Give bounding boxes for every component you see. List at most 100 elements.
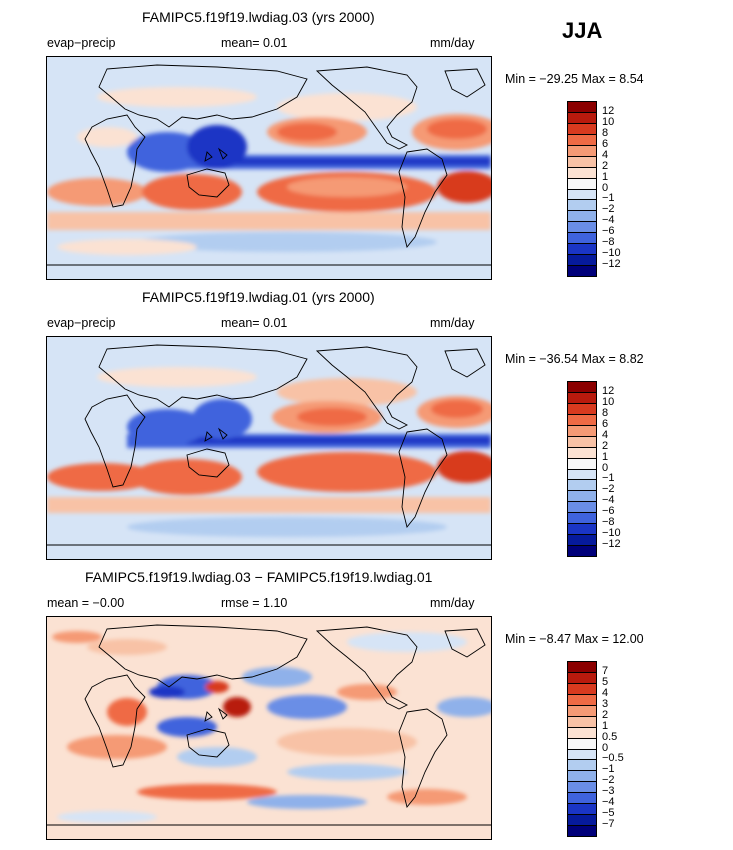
colorbar-tick-label: −0.5 <box>602 752 624 765</box>
season-label: JJA <box>562 18 603 43</box>
colorbar-swatch <box>568 469 596 481</box>
panel1-colorbar <box>567 101 597 277</box>
colorbar-swatch <box>568 134 596 146</box>
colorbar-swatch <box>568 211 596 223</box>
colorbar-tick-label: −2 <box>602 483 615 496</box>
colorbar-swatch <box>568 189 596 201</box>
colorbar-tick-label: −3 <box>602 785 615 797</box>
colorbar-tick-label: 8 <box>602 407 609 420</box>
panel1-mean-label: mean= 0.01 <box>221 36 288 50</box>
colorbar-swatch <box>568 156 596 168</box>
panel1-variable-label: evap−precip <box>47 36 116 50</box>
panel2-variable-label: evap−precip <box>47 316 116 330</box>
colorbar-tick-label: −1 <box>602 763 615 776</box>
colorbar-tick-label: 3 <box>602 698 609 710</box>
panel2-minmax-label: Min = −36.54 Max = 8.82 <box>505 352 644 366</box>
colorbar-swatch <box>568 771 596 783</box>
panel1-units-label: mm/day <box>430 36 475 50</box>
colorbar-tick-label: −4 <box>602 214 615 227</box>
colorbar-swatch <box>568 804 596 816</box>
panel2-map <box>46 336 492 560</box>
colorbar-swatch <box>568 513 596 525</box>
colorbar-swatch <box>568 447 596 459</box>
colorbar-swatch <box>568 255 596 267</box>
panel1-map <box>46 56 492 280</box>
colorbar-tick-label: −4 <box>602 795 615 808</box>
colorbar-tick-label: 8 <box>602 127 609 140</box>
colorbar-tick-label: 4 <box>602 687 609 700</box>
panel3-colorbar <box>567 661 597 837</box>
colorbar-swatch <box>568 502 596 514</box>
colorbar-swatch <box>568 403 596 415</box>
colorbar-swatch <box>568 244 596 256</box>
colorbar-tick-label: 1 <box>602 450 609 463</box>
colorbar-tick-label: −6 <box>602 225 615 237</box>
colorbar-tick-label: 0 <box>602 181 609 194</box>
panel3-mean-label: mean = −0.00 <box>47 596 125 610</box>
colorbar-swatch <box>568 760 596 772</box>
colorbar-swatch <box>568 782 596 794</box>
panel2-units-label: mm/day <box>430 316 475 330</box>
colorbar-swatch <box>568 392 596 404</box>
colorbar-tick-label: 2 <box>602 439 609 452</box>
colorbar-swatch <box>568 727 596 739</box>
colorbar-tick-label: 6 <box>602 138 609 150</box>
colorbar-tick-label: 2 <box>602 708 609 721</box>
colorbar-swatch <box>568 112 596 124</box>
colorbar-tick-label: 10 <box>602 116 615 129</box>
colorbar-swatch <box>568 683 596 695</box>
colorbar-tick-label: 10 <box>602 396 615 409</box>
colorbar-tick-label: 4 <box>602 148 609 161</box>
colorbar-swatch <box>568 222 596 234</box>
colorbar-tick-label: −12 <box>602 257 621 270</box>
colorbar-tick-label: −7 <box>602 817 615 830</box>
panel3-map <box>46 616 492 840</box>
colorbar-tick-label: 1 <box>602 719 609 732</box>
colorbar-tick-label: −10 <box>602 246 621 259</box>
colorbar-tick-label: −5 <box>602 806 615 819</box>
colorbar-swatch <box>568 815 596 827</box>
panel3-title: FAMIPC5.f19f19.lwdiag.03 − FAMIPC5.f19f1… <box>85 569 433 585</box>
colorbar-tick-label: 0.5 <box>602 730 618 743</box>
panel3-minmax-label: Min = −8.47 Max = 12.00 <box>505 632 644 646</box>
colorbar-swatch <box>568 546 596 556</box>
colorbar-swatch <box>568 102 596 113</box>
colorbar-swatch <box>568 436 596 448</box>
colorbar-swatch <box>568 480 596 492</box>
colorbar-tick-label: −1 <box>602 192 615 205</box>
colorbar-tick-label: 6 <box>602 418 609 430</box>
colorbar-tick-label: 7 <box>602 665 609 678</box>
panel2-colorbar <box>567 381 597 557</box>
colorbar-tick-label: 1 <box>602 170 609 183</box>
colorbar-swatch <box>568 826 596 836</box>
colorbar-tick-label: −1 <box>602 472 615 485</box>
colorbar-tick-label: 2 <box>602 159 609 172</box>
colorbar-swatch <box>568 662 596 673</box>
colorbar-tick-label: 12 <box>602 385 615 398</box>
colorbar-swatch <box>568 200 596 212</box>
colorbar-tick-label: −10 <box>602 526 621 539</box>
panel2-mean-label: mean= 0.01 <box>221 316 288 330</box>
colorbar-swatch <box>568 491 596 503</box>
colorbar-tick-label: −4 <box>602 494 615 507</box>
colorbar-swatch <box>568 178 596 190</box>
panel2-title: FAMIPC5.f19f19.lwdiag.01 (yrs 2000) <box>142 289 375 305</box>
colorbar-swatch <box>568 705 596 717</box>
colorbar-swatch <box>568 233 596 245</box>
colorbar-tick-label: −8 <box>602 235 615 248</box>
colorbar-swatch <box>568 382 596 393</box>
colorbar-tick-label: −2 <box>602 774 615 787</box>
panel3-rmse-label: rmse = 1.10 <box>221 596 288 610</box>
colorbar-tick-label: 5 <box>602 676 609 689</box>
colorbar-tick-label: −6 <box>602 505 615 517</box>
colorbar-swatch <box>568 694 596 706</box>
panel3-units-label: mm/day <box>430 596 475 610</box>
colorbar-swatch <box>568 716 596 728</box>
colorbar-swatch <box>568 414 596 426</box>
colorbar-tick-label: 0 <box>602 741 609 754</box>
colorbar-swatch <box>568 145 596 157</box>
panel1-title: FAMIPC5.f19f19.lwdiag.03 (yrs 2000) <box>142 9 375 25</box>
colorbar-swatch <box>568 535 596 547</box>
colorbar-tick-label: 4 <box>602 428 609 441</box>
colorbar-swatch <box>568 524 596 536</box>
